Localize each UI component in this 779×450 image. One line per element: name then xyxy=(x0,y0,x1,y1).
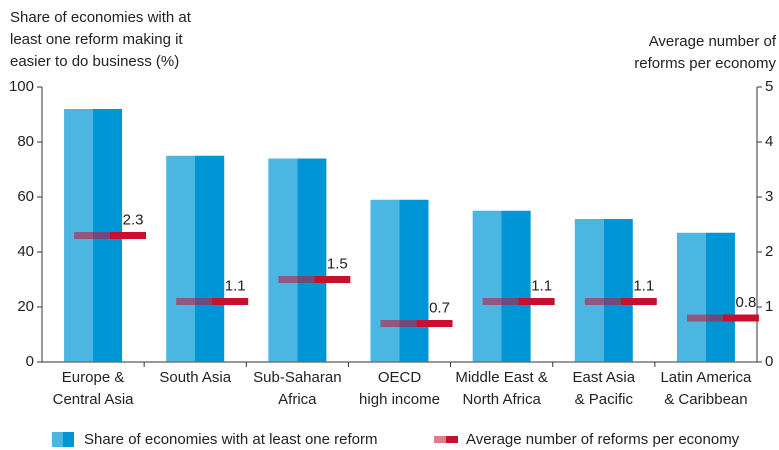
legend-swatch xyxy=(52,432,74,447)
marker xyxy=(176,298,249,305)
y2-tick-label: 3 xyxy=(765,188,773,205)
x-tick-label: Sub-Saharan xyxy=(253,369,341,386)
legend-label: Average number of reforms per economy xyxy=(466,431,740,448)
y-tick-label: 100 xyxy=(9,78,34,95)
bar xyxy=(472,210,531,362)
y2-tick-label: 5 xyxy=(765,78,773,95)
x-tick-label: South Asia xyxy=(159,369,231,386)
x-tick-label: North Africa xyxy=(462,391,541,408)
bar xyxy=(166,155,225,362)
y-tick-label: 80 xyxy=(17,133,34,150)
x-tick-label: & Caribbean xyxy=(664,391,747,408)
bar xyxy=(370,199,429,362)
y-tick-label: 60 xyxy=(17,188,34,205)
x-tick-label: & Pacific xyxy=(575,391,634,408)
y2-axis-title: Average number of xyxy=(649,33,777,50)
value-label: 1.1 xyxy=(531,277,552,294)
y2-tick-label: 1 xyxy=(765,298,773,315)
x-tick-label: Europe & xyxy=(62,369,125,386)
y-axis-title: least one reform making it xyxy=(10,31,183,48)
x-tick-label: OECD xyxy=(378,369,422,386)
marker xyxy=(74,232,147,239)
x-tick-label: Central Asia xyxy=(53,391,135,408)
legend-swatch xyxy=(434,436,458,443)
y-tick-label: 20 xyxy=(17,298,34,315)
bar xyxy=(574,219,633,362)
legend-label: Share of economies with at least one ref… xyxy=(84,431,377,448)
marker xyxy=(584,298,657,305)
value-label: 1.5 xyxy=(327,255,348,272)
bar xyxy=(676,232,735,362)
y-axis-title: easier to do business (%) xyxy=(10,53,179,70)
value-label: 0.8 xyxy=(735,294,756,311)
y-axis-title: Share of economies with at xyxy=(10,9,192,26)
marker xyxy=(482,298,555,305)
value-label: 1.1 xyxy=(633,277,654,294)
y2-tick-label: 0 xyxy=(765,353,773,370)
bar xyxy=(268,158,327,362)
x-tick-label: Middle East & xyxy=(455,369,548,386)
y-tick-label: 40 xyxy=(17,243,34,260)
value-label: 1.1 xyxy=(225,277,246,294)
value-label: 2.3 xyxy=(123,211,144,228)
x-tick-label: East Asia xyxy=(573,369,636,386)
x-tick-label: high income xyxy=(359,391,440,408)
value-label: 0.7 xyxy=(429,299,450,316)
marker xyxy=(380,320,453,327)
y2-tick-label: 4 xyxy=(765,133,773,150)
x-tick-label: Latin America xyxy=(660,369,752,386)
x-tick-label: Africa xyxy=(278,391,317,408)
marker xyxy=(278,276,351,283)
marker xyxy=(686,314,759,322)
y-tick-label: 0 xyxy=(26,353,34,370)
y2-tick-label: 2 xyxy=(765,243,773,260)
y2-axis-title: reforms per economy xyxy=(634,55,776,72)
